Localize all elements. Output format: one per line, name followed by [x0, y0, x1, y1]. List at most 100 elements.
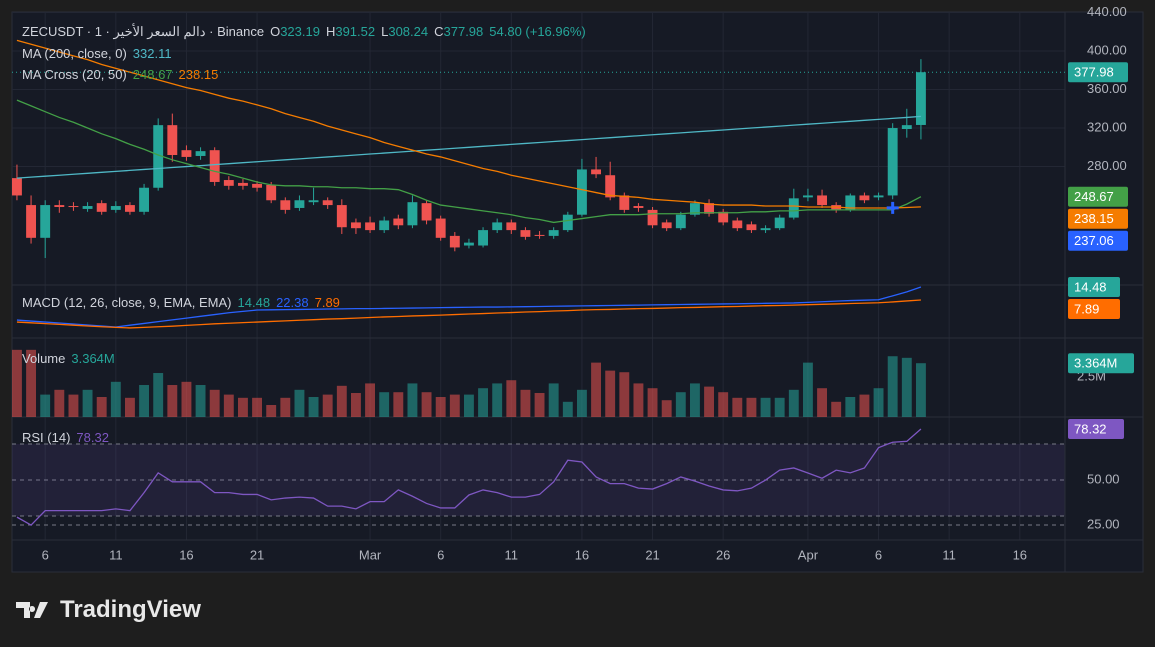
- candle-body: [647, 209, 658, 226]
- volume-bar: [901, 357, 912, 417]
- ma-line: [16, 115, 921, 179]
- volume-bar: [619, 372, 630, 417]
- x-tick-label: 11: [942, 547, 956, 562]
- legend-value: 238.15: [178, 67, 219, 82]
- volume-bar: [831, 401, 842, 417]
- candle-body: [350, 222, 361, 229]
- candle-body: [407, 202, 418, 226]
- volume-bar: [26, 349, 37, 417]
- volume-bar: [718, 392, 729, 417]
- ohlc-value: 377.98: [443, 24, 484, 39]
- volume-bar: [379, 392, 390, 417]
- candle-body: [294, 200, 305, 208]
- volume-bar: [802, 362, 813, 417]
- candle-body: [478, 230, 489, 246]
- y-tick-label: 280.00: [1087, 158, 1127, 173]
- candle-body: [26, 205, 37, 238]
- rsi-line: [16, 428, 922, 526]
- candle-body: [633, 206, 644, 208]
- volume-bar: [322, 394, 333, 417]
- candle-body: [435, 218, 446, 238]
- candle-body: [887, 128, 898, 196]
- candle-body: [139, 187, 150, 212]
- candle-body: [534, 234, 545, 236]
- candle-body: [605, 175, 616, 198]
- y-tick-label: 360.00: [1087, 81, 1127, 96]
- ohlc-value: 308.24: [388, 24, 429, 39]
- axis-value-box: [1068, 353, 1134, 374]
- volume-bar: [817, 388, 827, 417]
- ohlc-item: L308.24: [381, 24, 428, 40]
- volume-bar: [449, 394, 460, 417]
- volume-bar: [124, 397, 135, 417]
- x-tick-label: 26: [716, 547, 730, 562]
- volume-bar: [96, 397, 107, 417]
- candle-body: [110, 206, 121, 210]
- volume-bar: [110, 381, 121, 417]
- candle-body: [266, 184, 277, 201]
- volume-bar: [463, 394, 474, 417]
- candle-body: [393, 218, 404, 226]
- x-tick-label: 6: [437, 547, 444, 562]
- axis-value-box: [1068, 230, 1128, 251]
- legend-macd: MACD (12, 26, close, 9, EMA, EMA) 14.48 22…: [22, 295, 340, 310]
- volume-bar: [478, 388, 489, 417]
- symbol-title: ZECUSDT · 1 · دالم السعر الأخير · Binanc…: [22, 24, 265, 39]
- x-tick-label: 21: [645, 547, 659, 562]
- volume-bar: [859, 394, 870, 417]
- candle-body: [675, 214, 686, 229]
- candle-body: [280, 200, 291, 210]
- axis-value-box: [1068, 62, 1128, 83]
- x-tick-label: 21: [250, 547, 264, 562]
- ohlc-item: O323.19: [270, 24, 320, 40]
- legend-value: 78.32: [76, 430, 109, 445]
- volume-bar: [139, 385, 150, 417]
- volume-bar: [647, 388, 658, 417]
- ohlc-item: H391.52: [326, 24, 375, 40]
- candle-body: [704, 203, 714, 214]
- volume-bar: [280, 397, 291, 417]
- candle-body: [153, 125, 164, 188]
- brand-text: TradingView: [60, 596, 201, 623]
- x-tick-label: Apr: [798, 547, 819, 562]
- volume-bar: [675, 392, 686, 417]
- candle-body: [576, 169, 587, 215]
- volume-bar: [492, 383, 503, 417]
- candle-body: [901, 125, 912, 129]
- legend-ma200: MA (200, close, 0) 332.11: [22, 46, 172, 61]
- candle-body: [774, 217, 785, 229]
- ma-line: [16, 39, 921, 209]
- candle-body: [195, 151, 206, 156]
- axis-value-label: 7.89: [1074, 301, 1099, 316]
- volume-bar: [365, 383, 376, 417]
- volume-bar: [153, 373, 164, 417]
- candle-body: [506, 222, 517, 231]
- legend-name: MA (200, close, 0): [22, 46, 127, 61]
- axis-value-box: [1068, 299, 1120, 320]
- y-tick-label: 50.00: [1087, 471, 1120, 486]
- candle-body: [82, 206, 93, 209]
- y-tick-label: 400.00: [1087, 42, 1127, 57]
- candle-body: [54, 205, 65, 207]
- ma-line: [16, 99, 922, 224]
- candle-body: [365, 222, 376, 231]
- macd-line: [16, 299, 921, 329]
- candle-body: [760, 228, 771, 231]
- volume-bar: [576, 389, 587, 417]
- legend-value: 332.11: [132, 46, 172, 61]
- chart-frame: [11, 11, 1144, 573]
- candle-body: [591, 169, 602, 175]
- legend-main: ZECUSDT · 1 · دالم السعر الأخير · Binanc…: [22, 24, 586, 40]
- ohlc-item: C377.98: [434, 24, 483, 40]
- legend-value: 3.364M: [71, 351, 115, 366]
- legend-rsi: RSI (14) 78.32: [22, 430, 109, 445]
- candle-body: [463, 242, 474, 246]
- candle-body: [68, 206, 79, 208]
- candle-body: [520, 230, 531, 237]
- axis-value-label: 14.48: [1074, 279, 1107, 294]
- x-tick-label: 16: [179, 547, 193, 562]
- ohlc-prefix: H: [325, 24, 336, 39]
- ohlc-prefix: L: [381, 24, 389, 39]
- volume-bar: [12, 349, 22, 417]
